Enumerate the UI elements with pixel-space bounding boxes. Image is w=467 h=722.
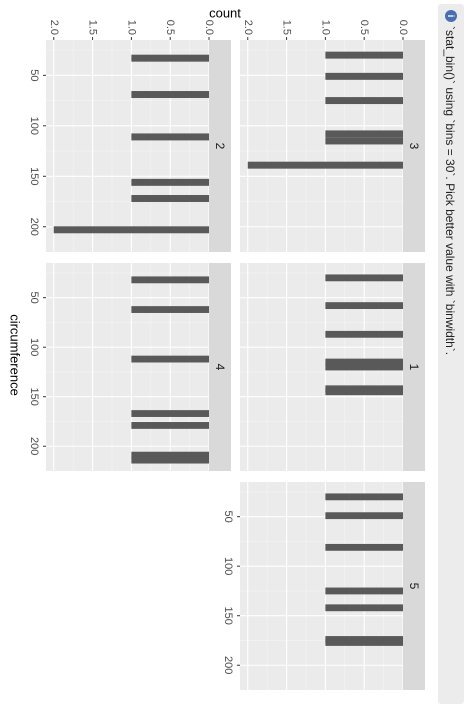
circumference-tick-label: 150 [222, 607, 234, 625]
facet-strip [209, 40, 231, 252]
count-tick-label: 0.0 [203, 20, 215, 35]
circumference-tick-label: 100 [28, 117, 40, 135]
count-tick-label: 0.5 [164, 20, 176, 35]
histogram-bar [131, 276, 209, 284]
facet-panel-3: 3 [240, 40, 425, 252]
circumference-tick-label: 200 [28, 437, 40, 455]
facet-strip [403, 263, 425, 471]
histogram-bar [131, 355, 209, 363]
histogram-bar [131, 422, 209, 429]
count-tick-label: 2.0 [48, 20, 60, 35]
facet-strip-label: 5 [407, 583, 421, 590]
circumference-tick-label: 150 [28, 388, 40, 406]
histogram-bar [131, 451, 209, 459]
warning-message-bar: i `stat_bin()` using `bins = 30`. Pick b… [438, 4, 464, 704]
circumference-tick-label: 200 [28, 218, 40, 236]
y-axis-title: count [209, 6, 241, 21]
histogram-bar [53, 226, 210, 234]
facet-panels: 3 1 5 2 4 [46, 40, 425, 690]
info-icon-circle [445, 10, 457, 22]
histogram-bar [131, 178, 209, 186]
histogram-bar [325, 604, 403, 612]
histogram-bar [325, 388, 403, 396]
count-tick-label: 1.5 [87, 20, 99, 35]
facet-strip-label: 4 [213, 364, 227, 371]
info-icon: i [445, 10, 457, 22]
circumference-tick-label: 50 [28, 69, 40, 81]
count-tick-label: 1.0 [319, 20, 331, 35]
facet-strip-label: 1 [407, 364, 421, 371]
circumference-tick-label: 100 [28, 338, 40, 356]
histogram-bar [131, 54, 209, 62]
histogram-bar [325, 51, 403, 59]
histogram-bar [325, 543, 403, 551]
facet-strip [403, 482, 425, 690]
panel-background [46, 40, 209, 252]
circumference-tick-label: 200 [222, 656, 234, 674]
histogram-bar [325, 330, 403, 338]
info-icon-glyph: i [446, 15, 456, 18]
count-tick-label: 0.0 [397, 20, 409, 35]
histogram-bar [325, 639, 403, 646]
histogram-bar [247, 161, 403, 169]
facet-panel-5: 5 [240, 482, 425, 690]
facet-strip [403, 40, 425, 252]
histogram-bar [325, 274, 403, 282]
circumference-tick-label: 50 [28, 292, 40, 304]
histogram-bar [325, 130, 403, 138]
facet-strip-label: 3 [407, 143, 421, 150]
histogram-bar [325, 493, 403, 501]
circumference-tick-label: 50 [222, 511, 234, 523]
histogram-bar [325, 512, 403, 520]
facet-strip [209, 263, 231, 471]
facet-panel-4: 4 [46, 263, 231, 471]
panel-background [46, 263, 209, 471]
histogram-bar [131, 456, 209, 464]
facet-strip-label: 2 [213, 143, 227, 150]
histogram-bar [325, 358, 403, 366]
count-tick-label: 1.5 [281, 20, 293, 35]
histogram-bar [325, 97, 403, 105]
histogram-bar [325, 137, 403, 145]
count-tick-label: 0.5 [358, 20, 370, 35]
count-tick-label: 1.0 [125, 20, 137, 35]
histogram-bar [131, 410, 209, 417]
histogram-bar [325, 72, 403, 80]
histogram-bar [325, 587, 403, 595]
histogram-bar [325, 302, 403, 310]
facet-panel-1: 1 [240, 263, 425, 471]
warning-message-text: `stat_bin()` using `bins = 30`. Pick bet… [443, 26, 457, 355]
histogram-bar [325, 363, 403, 371]
count-tick-label: 2.0 [242, 20, 254, 35]
circumference-tick-label: 150 [28, 167, 40, 185]
histogram-bar [131, 133, 209, 141]
histogram-bar [131, 91, 209, 98]
x-axis-title: circumference [8, 314, 23, 396]
message-background [438, 4, 464, 704]
axes: count circumference 0.0 0.5 1.0 1.5 2.0 0.0 0.… [8, 6, 410, 675]
facet-panel-2: 2 [46, 40, 231, 252]
histogram-bar [131, 195, 209, 202]
circumference-tick-label: 100 [222, 557, 234, 575]
histogram-bar [131, 306, 209, 313]
panel-background [240, 40, 403, 252]
